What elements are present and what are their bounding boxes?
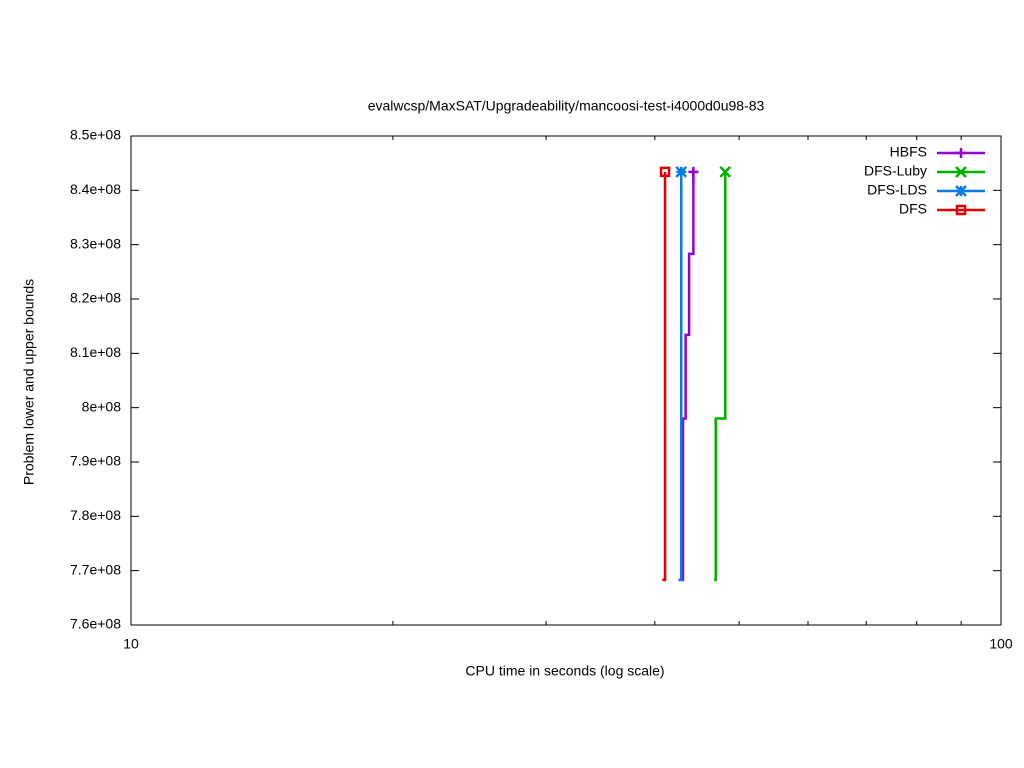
x-tick-label: 10 [123, 636, 139, 652]
y-tick-label: 8.2e+08 [70, 290, 121, 306]
legend-label: HBFS [890, 144, 927, 160]
point-marker [659, 166, 671, 178]
point-marker [688, 166, 699, 177]
legend-label: DFS [899, 201, 927, 217]
y-tick-label: 8.1e+08 [70, 344, 121, 360]
y-tick-label: 7.7e+08 [70, 561, 121, 577]
y-axis-label: Problem lower and upper bounds [21, 279, 37, 485]
legend-marker [955, 166, 967, 178]
series-line [662, 171, 667, 582]
y-tick-label: 8.3e+08 [70, 235, 121, 251]
y-tick-label: 8e+08 [82, 398, 122, 414]
plot-frame [130, 135, 1002, 626]
chart-title: evalwcsp/MaxSAT/Upgradeability/mancoosi-… [368, 98, 765, 114]
series-line [678, 171, 695, 582]
series-line [714, 171, 727, 582]
y-tick-label: 7.9e+08 [70, 453, 121, 469]
y-tick-label: 7.8e+08 [70, 507, 121, 523]
legend-label: DFS-Luby [864, 163, 927, 179]
y-tick-label: 8.4e+08 [70, 181, 121, 197]
x-axis-label: CPU time in seconds (log scale) [465, 663, 664, 679]
legend-label: DFS-LDS [867, 182, 927, 198]
point-marker [675, 165, 688, 178]
legend-marker [955, 204, 967, 216]
y-tick-label: 8.5e+08 [70, 127, 121, 143]
legend-marker [955, 185, 967, 197]
legend-marker [956, 148, 966, 158]
x-tick-label: 100 [989, 636, 1013, 652]
point-marker [719, 165, 732, 178]
y-tick-label: 7.6e+08 [70, 616, 121, 632]
series-line [678, 171, 683, 582]
